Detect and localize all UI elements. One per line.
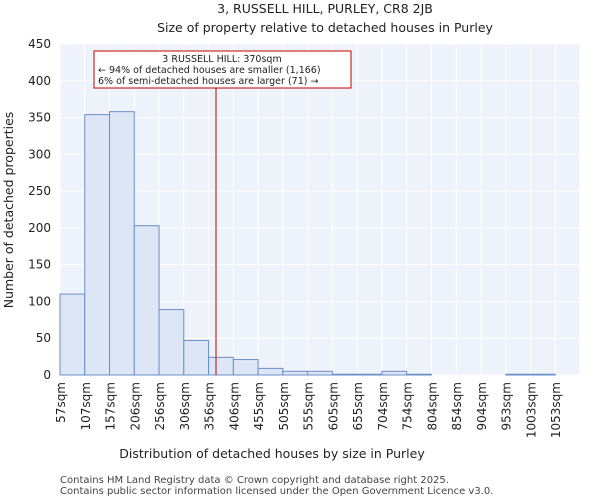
x-axis-title: Distribution of detached houses by size …: [119, 446, 425, 461]
x-tick-label: 206sqm: [128, 382, 142, 430]
x-tick-label: 854sqm: [450, 382, 464, 430]
y-tick-label: 300: [28, 147, 51, 161]
footer-line-1: Contains HM Land Registry data © Crown c…: [60, 475, 449, 486]
x-tick-label: 953sqm: [500, 382, 514, 430]
x-tick-label: 157sqm: [104, 382, 118, 430]
annotation-line-3: 6% of semi-detached houses are larger (7…: [98, 76, 318, 87]
x-tick-label: 505sqm: [277, 382, 291, 430]
bar-356sqm: [208, 356, 234, 376]
y-tick-label: 50: [36, 331, 51, 345]
bar-754sqm: [406, 373, 432, 376]
x-tick-label: 804sqm: [425, 382, 439, 430]
chart-subtitle: Size of property relative to detached ho…: [157, 20, 493, 35]
x-tick-label: 605sqm: [326, 382, 340, 430]
bar-455sqm: [257, 367, 284, 376]
chart-title: 3, RUSSELL HILL, PURLEY, CR8 2JB: [217, 1, 433, 16]
footer-line-2: Contains public sector information licen…: [60, 486, 493, 497]
bar-107sqm: [84, 114, 111, 376]
bar-953sqm: [505, 373, 531, 376]
annotation-line-1: 3 RUSSELL HILL: 370sqm: [162, 54, 281, 65]
x-tick-label: 754sqm: [401, 382, 415, 430]
y-tick-label: 200: [28, 221, 51, 235]
x-tick-label: 356sqm: [203, 382, 217, 430]
bars: [59, 111, 556, 376]
annotation-line-2: ← 94% of detached houses are smaller (1,…: [98, 65, 321, 76]
bar-555sqm: [307, 370, 333, 376]
x-tick-label: 406sqm: [227, 382, 241, 430]
bar-306sqm: [183, 339, 210, 376]
x-tick-label: 1053sqm: [549, 382, 563, 438]
y-tick-label: 150: [28, 258, 51, 272]
y-tick-label: 400: [28, 74, 51, 88]
bar-1003sqm: [529, 373, 556, 376]
y-axis-ticks: 0 50 100 150 200 250 300 350 400 450: [28, 37, 51, 382]
bar-605sqm: [331, 373, 358, 376]
y-tick-label: 350: [28, 111, 51, 125]
x-tick-label: 704sqm: [376, 382, 390, 430]
y-tick-label: 0: [43, 368, 51, 382]
x-tick-label: 655sqm: [351, 382, 365, 430]
x-axis-ticks: 57sqm 107sqm 157sqm 206sqm 256sqm 306sqm 356sq…: [54, 382, 563, 438]
annotation-box: 3 RUSSELL HILL: 370sqm ← 94% of detached…: [93, 50, 352, 89]
bar-206sqm: [133, 225, 160, 376]
x-tick-label: 57sqm: [54, 382, 68, 423]
bar-406sqm: [232, 359, 259, 376]
y-tick-label: 100: [28, 294, 51, 308]
x-tick-label: 455sqm: [252, 382, 266, 430]
y-axis-title: Number of detached properties: [1, 112, 16, 309]
x-tick-label: 306sqm: [178, 382, 192, 430]
y-tick-label: 450: [28, 37, 51, 51]
bar-256sqm: [158, 309, 185, 376]
bar-57sqm: [59, 293, 86, 376]
x-tick-label: 256sqm: [153, 382, 167, 430]
x-tick-label: 107sqm: [79, 382, 93, 430]
bar-157sqm: [109, 111, 135, 376]
x-tick-label: 904sqm: [475, 382, 489, 430]
y-tick-label: 250: [28, 184, 51, 198]
x-tick-label: 555sqm: [302, 382, 316, 430]
x-tick-label: 1003sqm: [524, 382, 538, 438]
bar-704sqm: [381, 370, 408, 376]
bar-505sqm: [282, 370, 309, 376]
bar-655sqm: [356, 373, 383, 376]
